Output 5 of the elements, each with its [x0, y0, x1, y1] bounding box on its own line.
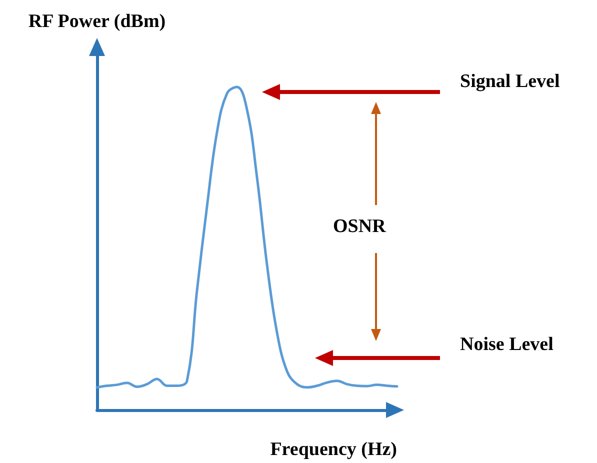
- text: Signal Level: [460, 71, 560, 93]
- text: Noise Level: [460, 334, 554, 356]
- x-axis-title: Frequency (Hz): [270, 439, 397, 460]
- y-axis-title: RF Power (dBm): [28, 11, 166, 32]
- annotation: OSNR: [333, 216, 386, 238]
